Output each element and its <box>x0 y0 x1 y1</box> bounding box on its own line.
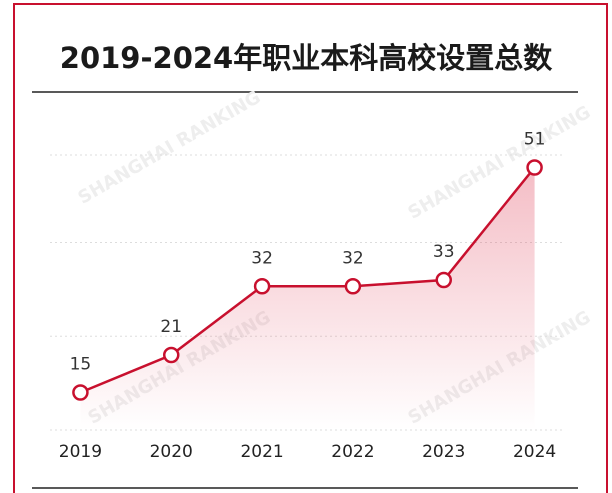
chart-title: 2019-2024年职业本科高校设置总数 <box>60 41 553 75</box>
frame <box>13 3 608 493</box>
value-label: 51 <box>524 130 546 150</box>
point <box>344 278 362 295</box>
point <box>253 278 271 295</box>
value-label: 15 <box>70 355 92 375</box>
x-tick-label: 2022 <box>331 442 374 462</box>
point <box>526 159 543 176</box>
value-label: 33 <box>433 242 455 262</box>
x-tick-label: 2024 <box>513 442 556 462</box>
point <box>435 271 452 289</box>
point <box>163 346 180 364</box>
value-label: 21 <box>160 317 182 337</box>
value-label: 32 <box>342 248 364 268</box>
x-tick-label: 2020 <box>150 442 193 462</box>
x-tick-label: 2021 <box>240 442 283 462</box>
watermark: SHANGHAI RANKING <box>75 87 265 209</box>
x-tick-label: 2019 <box>59 442 102 462</box>
x-tick-label: 2023 <box>422 442 465 462</box>
point <box>72 384 89 401</box>
watermark: SHANGHAI RANKING <box>405 102 595 224</box>
value-label: 32 <box>251 248 273 268</box>
line <box>79 166 536 394</box>
area <box>80 167 535 430</box>
